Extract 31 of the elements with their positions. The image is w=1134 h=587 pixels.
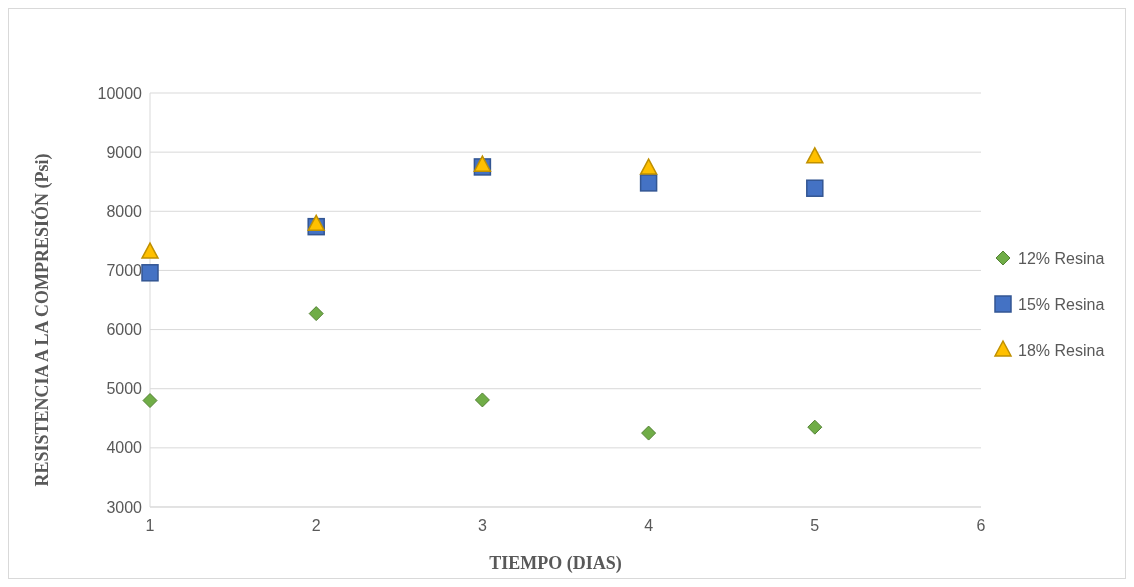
x-tick-label: 2: [311, 517, 321, 534]
x-tick-label: 4: [644, 517, 654, 534]
legend-label: 15% Resina: [1018, 295, 1105, 313]
point: [639, 158, 658, 175]
point: [141, 264, 159, 282]
point: [641, 425, 657, 441]
point: [474, 392, 490, 408]
y-axis-title: RESISTENCIA A LA COMPRESIÓN (Psi): [31, 153, 53, 487]
point: [639, 174, 658, 192]
point: [473, 155, 492, 172]
point: [807, 419, 823, 435]
x-axis-title: TIEMPO (DIAS): [489, 553, 622, 574]
y-tick-label: 6000: [106, 321, 143, 339]
point: [308, 306, 324, 322]
x-tick-label: 1: [145, 517, 155, 534]
legend-label: 12% Resina: [1018, 249, 1105, 267]
x-tick-label: 3: [477, 517, 487, 534]
point: [141, 242, 159, 259]
y-tick-label: 3000: [106, 498, 143, 516]
y-tick-label: 10000: [97, 84, 143, 102]
legend-label: 18% Resina: [1018, 341, 1105, 359]
point: [307, 214, 325, 232]
y-tick-label: 5000: [106, 380, 143, 398]
x-tick-label: 6: [976, 517, 986, 534]
x-tick-label: 5: [810, 517, 820, 534]
y-tick-label: 8000: [106, 202, 143, 220]
y-tick-label: 9000: [106, 143, 143, 161]
point: [806, 147, 824, 164]
y-tick-label: 4000: [106, 439, 143, 457]
point: [142, 393, 158, 409]
point: [806, 179, 824, 197]
